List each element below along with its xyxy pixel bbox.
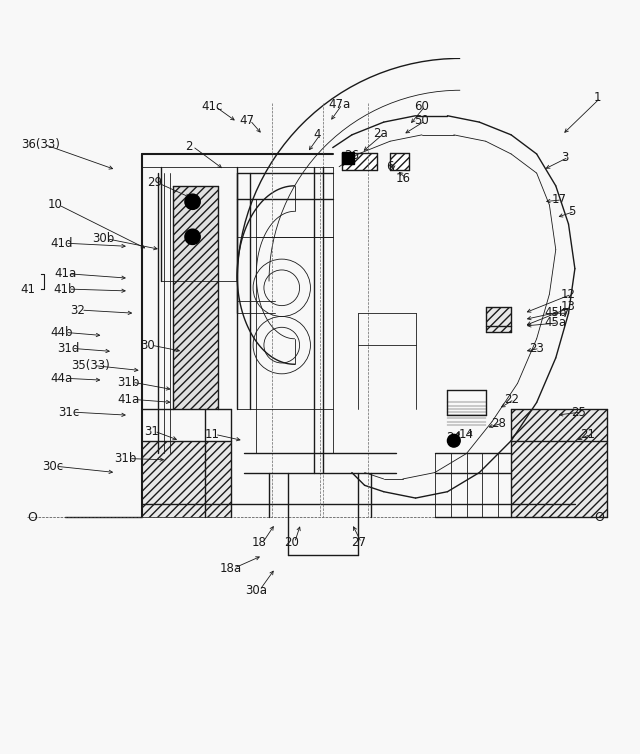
- Text: 23: 23: [529, 342, 544, 355]
- Text: 41d: 41d: [51, 237, 73, 250]
- Text: 32: 32: [70, 304, 85, 317]
- Text: O: O: [594, 510, 604, 524]
- Circle shape: [447, 434, 460, 447]
- Polygon shape: [511, 409, 607, 441]
- Text: 26: 26: [344, 149, 360, 162]
- Text: 50: 50: [415, 115, 429, 127]
- Text: 18: 18: [252, 536, 267, 549]
- Text: 47: 47: [239, 114, 254, 127]
- Text: 14: 14: [459, 428, 474, 441]
- Text: 28: 28: [491, 417, 506, 430]
- Circle shape: [185, 229, 200, 244]
- Text: 10: 10: [48, 198, 63, 211]
- Text: 45a: 45a: [545, 317, 567, 329]
- Text: 29: 29: [147, 176, 162, 189]
- Text: 11: 11: [204, 428, 219, 441]
- Text: 31b: 31b: [118, 375, 140, 388]
- Text: 44a: 44a: [51, 372, 73, 385]
- Text: 25: 25: [571, 406, 586, 418]
- Text: 18a: 18a: [220, 562, 242, 575]
- Text: 30c: 30c: [42, 460, 63, 473]
- Text: 36(33): 36(33): [22, 138, 60, 151]
- Text: 13: 13: [561, 300, 576, 314]
- Text: O: O: [27, 510, 37, 524]
- Text: 45b: 45b: [545, 305, 567, 318]
- Text: 21: 21: [580, 428, 595, 441]
- Polygon shape: [342, 153, 378, 170]
- Text: 16: 16: [396, 172, 410, 185]
- Text: 3: 3: [562, 151, 569, 164]
- Text: 6: 6: [387, 160, 394, 173]
- Text: 24: 24: [446, 431, 461, 444]
- Text: 44b: 44b: [51, 326, 73, 339]
- Text: 2a: 2a: [373, 127, 388, 140]
- Text: 20: 20: [284, 536, 299, 549]
- Text: 30a: 30a: [245, 584, 268, 597]
- Polygon shape: [511, 441, 607, 517]
- Polygon shape: [141, 441, 231, 517]
- Text: 22: 22: [504, 393, 518, 406]
- Text: 31b: 31b: [115, 452, 137, 465]
- Text: 7: 7: [561, 307, 569, 320]
- Text: 31c: 31c: [58, 406, 79, 418]
- Polygon shape: [173, 185, 218, 409]
- Bar: [342, 152, 354, 164]
- Text: 2: 2: [186, 139, 193, 153]
- Text: 47a: 47a: [328, 98, 350, 111]
- Circle shape: [185, 194, 200, 210]
- Text: 30b: 30b: [92, 232, 115, 245]
- Text: 4: 4: [313, 128, 321, 141]
- Text: 27: 27: [351, 536, 365, 549]
- Text: 41a: 41a: [54, 267, 76, 280]
- Text: 41c: 41c: [201, 100, 222, 112]
- Text: 41b: 41b: [54, 283, 76, 296]
- Text: 35(33): 35(33): [71, 359, 110, 372]
- Text: 60: 60: [415, 100, 429, 112]
- Text: 31: 31: [144, 425, 159, 437]
- Text: 1: 1: [593, 91, 601, 104]
- Text: 30: 30: [141, 339, 156, 351]
- Text: 5: 5: [568, 205, 575, 218]
- Text: 41: 41: [20, 283, 36, 296]
- Text: 41a: 41a: [118, 393, 140, 406]
- Polygon shape: [486, 307, 511, 333]
- Text: 31d: 31d: [57, 342, 79, 355]
- Text: 12: 12: [561, 288, 576, 301]
- Text: 17: 17: [552, 193, 566, 207]
- Polygon shape: [390, 153, 409, 170]
